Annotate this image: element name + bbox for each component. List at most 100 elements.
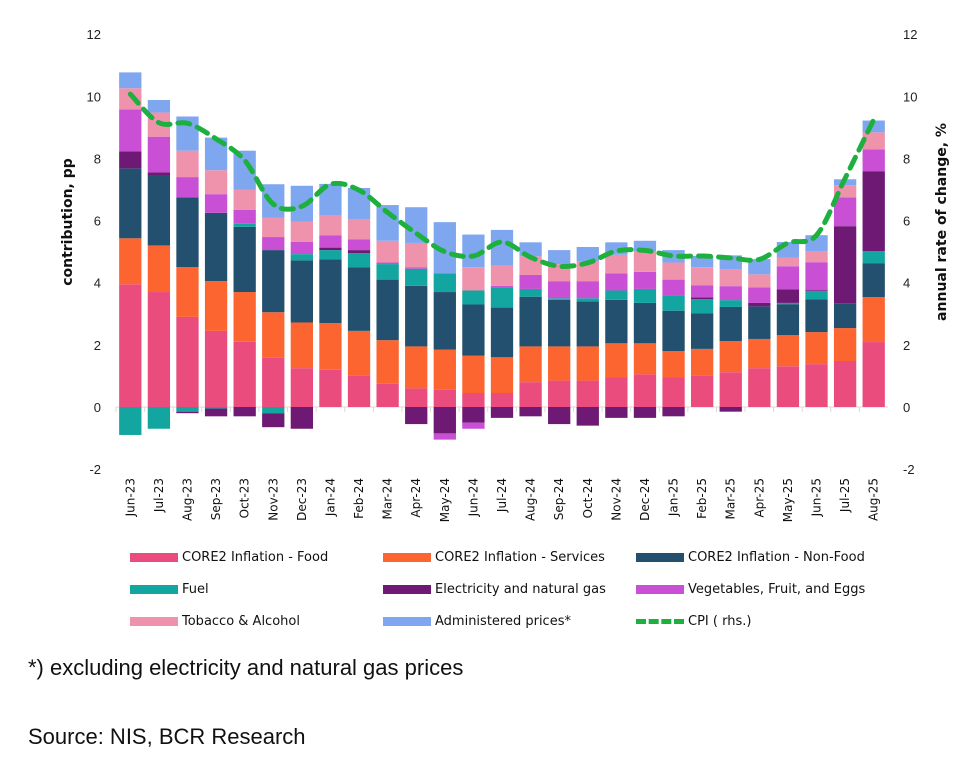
bar-segment-core2-inflation-food: [376, 383, 399, 407]
bar-segment-core2-inflation-non-food: [490, 307, 514, 358]
bar-segment-fuel: [462, 290, 485, 305]
bar-segment-administered-prices: [862, 120, 885, 133]
bar-segment-core2-inflation-food: [662, 377, 685, 407]
bar-segment-core2-inflation-food: [690, 375, 714, 407]
x-tick-label: Dec-23: [295, 478, 309, 521]
bar-segment-core2-inflation-food: [776, 366, 800, 407]
bar-segment-tobacco-alcohol: [748, 274, 771, 288]
bar-segment-electricity-and-natural-gas: [433, 407, 456, 434]
bar-segment-electricity-and-natural-gas: [405, 407, 428, 425]
legend-item: CORE2 Inflation - Services: [383, 550, 605, 565]
bar-segment-tobacco-alcohol: [662, 262, 685, 280]
cpi-line: [127, 91, 877, 269]
bar-segment-core2-inflation-services: [662, 351, 685, 378]
legend-label: Vegetables, Fruit, and Eggs: [688, 582, 866, 597]
bar-segment-core2-inflation-services: [147, 245, 171, 293]
bar-stack-dec-23: [290, 185, 314, 429]
y-right-tick-label: 4: [903, 276, 910, 291]
x-tick-label: Apr-24: [409, 478, 423, 518]
bar-segment-fuel: [147, 407, 171, 429]
bar-segment-fuel: [548, 298, 571, 300]
bar-segment-electricity-and-natural-gas: [748, 302, 771, 307]
bar-segment-vegetables-fruit-and-eggs: [833, 197, 857, 227]
y-axis-left-title: contribution, pp: [60, 158, 76, 286]
x-tick-label: Apr-25: [752, 478, 766, 518]
bar-segment-fuel: [719, 300, 742, 307]
bar-segment-core2-inflation-services: [405, 346, 428, 389]
bar-segment-core2-inflation-food: [719, 372, 742, 407]
bar-segment-vegetables-fruit-and-eggs: [176, 177, 199, 198]
bar-segment-core2-inflation-services: [204, 281, 228, 331]
bar-segment-core2-inflation-services: [319, 323, 342, 370]
bar-segment-fuel: [176, 407, 199, 412]
bar-segment-core2-inflation-services: [605, 343, 628, 378]
y-left-tick-label: 2: [94, 338, 101, 353]
bar-segment-core2-inflation-services: [119, 238, 142, 285]
bar-segment-fuel: [776, 302, 800, 305]
bar-segment-core2-inflation-non-food: [319, 259, 342, 324]
bar-stack-jul-24: [490, 229, 514, 418]
bar-segment-core2-inflation-services: [633, 343, 657, 375]
bar-segment-core2-inflation-food: [462, 393, 485, 407]
x-tick-label: Jun-24: [466, 478, 480, 517]
bar-segment-core2-inflation-food: [319, 369, 342, 407]
bar-segment-core2-inflation-non-food: [748, 306, 771, 339]
bar-segment-administered-prices: [347, 187, 371, 220]
legend-color-swatch: [636, 553, 684, 562]
x-tick-label: Nov-24: [609, 478, 623, 521]
bar-segment-electricity-and-natural-gas: [576, 407, 599, 426]
y-left-tick-label: 8: [94, 151, 101, 166]
bar-segment-tobacco-alcohol: [862, 132, 885, 150]
bar-segment-core2-inflation-non-food: [662, 310, 685, 352]
bar-stack-jan-24: [319, 183, 342, 407]
legend-label: Tobacco & Alcohol: [182, 614, 300, 629]
bar-segment-core2-inflation-non-food: [462, 304, 485, 356]
bar-segment-fuel: [862, 251, 885, 264]
bar-stack-feb-24: [347, 187, 371, 407]
bar-stack-apr-25: [748, 259, 771, 407]
bar-stack-jul-23: [147, 100, 171, 429]
bar-segment-vegetables-fruit-and-eggs: [576, 281, 599, 299]
bar-segment-vegetables-fruit-and-eggs: [433, 433, 456, 440]
bar-segment-core2-inflation-non-food: [204, 212, 228, 282]
bar-segment-fuel: [433, 273, 456, 293]
bar-segment-vegetables-fruit-and-eggs: [662, 279, 685, 296]
bar-segment-core2-inflation-services: [376, 340, 399, 384]
bar-segment-fuel: [233, 223, 256, 227]
bar-segment-fuel: [262, 407, 285, 414]
bar-segment-core2-inflation-services: [290, 322, 314, 369]
y-right-tick-label: 0: [903, 400, 910, 415]
y-left-tick-label: -2: [89, 462, 101, 477]
x-axis: Jun-23 Jul-23 Aug-23 Sep-23 Oct-23 Nov-23 Dec-…: [115, 407, 881, 522]
bar-segment-vegetables-fruit-and-eggs: [319, 235, 342, 248]
bar-segment-administered-prices: [548, 250, 571, 265]
bar-segment-electricity-and-natural-gas: [519, 407, 542, 417]
x-tick-label: Oct-24: [581, 478, 595, 518]
bar-segment-core2-inflation-services: [833, 328, 857, 362]
y-right-tick-label: 6: [903, 214, 910, 229]
bar-segment-vegetables-fruit-and-eggs: [805, 262, 828, 291]
bar-segment-electricity-and-natural-gas: [833, 226, 857, 304]
bar-segment-core2-inflation-food: [147, 292, 171, 407]
stacked-bar-chart: -2 0 2 4 6 8 10 12 -2 0 2 4 6 8 10 12 Jun-23 Jul-23 Aug-…: [60, 27, 950, 522]
bar-segment-vegetables-fruit-and-eggs: [748, 287, 771, 303]
bar-segment-core2-inflation-non-food: [548, 299, 571, 347]
bar-segment-core2-inflation-services: [776, 335, 800, 367]
legend-label: Fuel: [182, 582, 209, 597]
legend-color-swatch: [130, 553, 178, 562]
bar-segment-vegetables-fruit-and-eggs: [233, 209, 256, 224]
bar-segment-core2-inflation-non-food: [805, 299, 828, 333]
bar-stack-may-25: [776, 242, 800, 407]
bar-segment-administered-prices: [462, 234, 485, 268]
bar-segment-core2-inflation-non-food: [233, 226, 256, 293]
legend-color-swatch: [130, 617, 178, 626]
bar-segment-fuel: [805, 291, 828, 300]
x-tick-label: Jul-23: [152, 478, 166, 513]
bar-segment-core2-inflation-non-food: [119, 168, 142, 239]
bar-segment-core2-inflation-non-food: [633, 302, 657, 344]
bar-segment-electricity-and-natural-gas: [805, 290, 828, 292]
y-right-tick-label: 12: [903, 27, 917, 42]
bar-segment-tobacco-alcohol: [376, 240, 399, 263]
bar-segment-vegetables-fruit-and-eggs: [719, 286, 742, 301]
bar-segment-core2-inflation-non-food: [719, 306, 742, 342]
